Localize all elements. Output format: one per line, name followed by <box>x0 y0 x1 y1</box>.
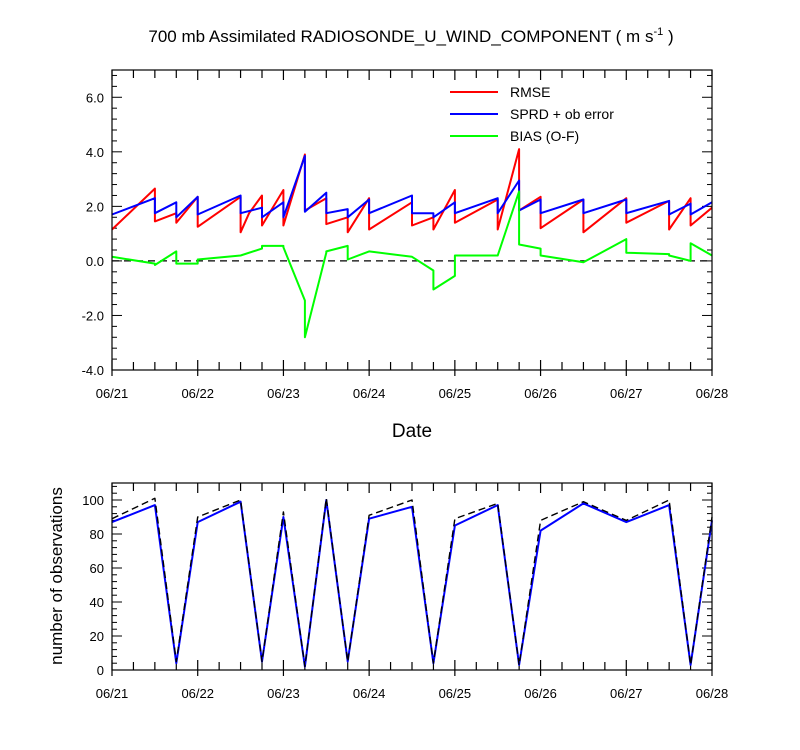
x-axis-label: Date <box>392 421 432 442</box>
top-series-rmse <box>111 148 713 234</box>
top-x-tick-label: 06/28 <box>696 386 729 401</box>
top-x-tick-label: 06/26 <box>524 386 557 401</box>
bottom-x-tick-label: 06/23 <box>267 686 300 701</box>
legend-label-1: RMSE <box>510 84 550 100</box>
bottom-plot-frame <box>111 482 713 671</box>
top-y-tick-label: 4.0 <box>86 145 104 160</box>
top-y-tick-label: -2.0 <box>82 308 104 323</box>
bottom-x-tick-label: 06/27 <box>610 686 643 701</box>
bottom-x-tick-label: 06/25 <box>439 686 472 701</box>
chart-title-main: 700 mb Assimilated RADIOSONDE_U_WIND_COM… <box>148 27 653 46</box>
top-series-group <box>111 148 713 339</box>
legend-label-3: BIAS (O-F) <box>510 128 579 144</box>
bottom-series-group <box>111 497 713 668</box>
bottom-y-tick-label: 100 <box>82 493 104 508</box>
top-x-tick-label: 06/22 <box>181 386 214 401</box>
bottom-y-axis-label: number of observations <box>47 487 66 665</box>
bottom-x-tick-label: 06/24 <box>353 686 386 701</box>
bottom-y-tick-label: 0 <box>97 663 104 678</box>
top-y-tick-label: 6.0 <box>86 90 104 105</box>
bottom-y-tick-label: 20 <box>90 629 104 644</box>
top-series-bias-o-f <box>111 190 713 339</box>
top-axes: -4.0 -2.0 0.0 2.0 4.0 6.0 06/21 06/22 06/23 06/24… <box>82 70 729 401</box>
top-x-tick-label: 06/23 <box>267 386 300 401</box>
top-x-tick-label: 06/24 <box>353 386 386 401</box>
bottom-series-observations-assimilated <box>111 499 713 668</box>
bottom-axes: 0 20 40 60 80 100 06/21 06/22 06/23 06/24 06/25 06/… <box>82 483 728 701</box>
bottom-x-tick-label: 06/28 <box>696 686 729 701</box>
top-x-tick-label: 06/25 <box>439 386 472 401</box>
chart-title: 700 mb Assimilated RADIOSONDE_U_WIND_COM… <box>148 26 673 46</box>
bottom-y-tick-label: 80 <box>90 527 104 542</box>
top-x-tick-label: 06/21 <box>96 386 129 401</box>
bottom-x-tick-label: 06/26 <box>524 686 557 701</box>
top-panel: -4.0 -2.0 0.0 2.0 4.0 6.0 06/21 06/22 06/23 06/24… <box>82 69 729 401</box>
legend-label-2: SPRD + ob error <box>510 106 614 122</box>
bottom-y-tick-label: 60 <box>90 561 104 576</box>
top-y-tick-label: 0.0 <box>86 254 104 269</box>
chart-title-unit-exponent: -1 <box>653 26 663 38</box>
bottom-y-tick-label: 40 <box>90 595 104 610</box>
bottom-x-tick-label: 06/21 <box>96 686 129 701</box>
chart-title-close: ) <box>663 27 673 46</box>
legend: RMSE SPRD + ob error BIAS (O-F) <box>450 84 614 144</box>
bottom-panel: 0 20 40 60 80 100 06/21 06/22 06/23 06/24 06/25 06/… <box>47 482 728 701</box>
top-y-tick-label: 2.0 <box>86 199 104 214</box>
top-y-tick-label: -4.0 <box>82 363 104 378</box>
bottom-x-tick-label: 06/22 <box>181 686 214 701</box>
bottom-series-observations-possible <box>111 497 713 668</box>
top-plot-frame <box>111 69 713 371</box>
top-x-tick-label: 06/27 <box>610 386 643 401</box>
top-series-sprd-ob-error <box>111 154 713 219</box>
